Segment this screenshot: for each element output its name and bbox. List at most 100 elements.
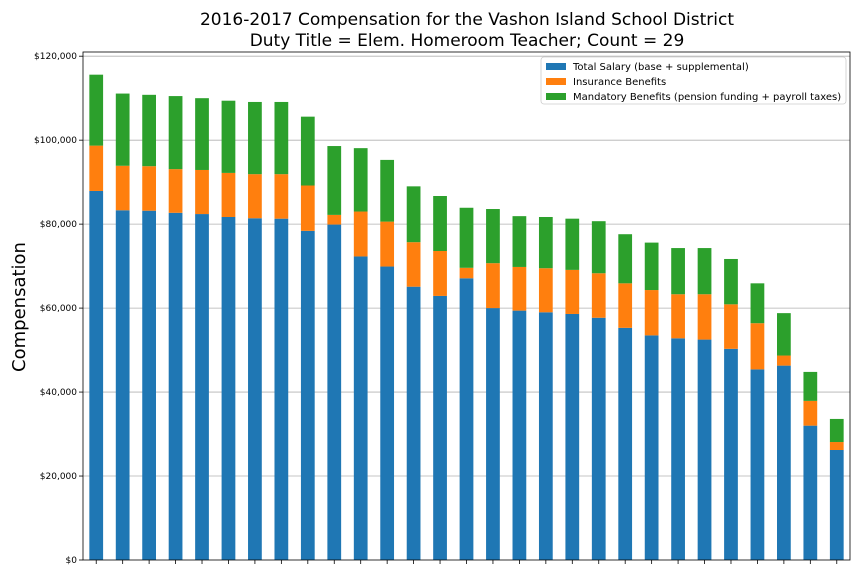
legend-swatch: [546, 78, 566, 85]
bar-segment-series-1: [671, 294, 685, 339]
bar-segment-series-2: [459, 207, 474, 268]
y-tick-label: $60,000: [40, 304, 77, 314]
bar-segment-series-1: [565, 269, 580, 314]
legend-swatch: [546, 63, 566, 70]
bar-segment-series-1: [89, 145, 104, 191]
bar-segment-series-1: [618, 283, 633, 328]
bar-segment-series-0: [142, 210, 156, 561]
y-tick-label: $40,000: [40, 388, 77, 398]
bar-segment-series-0: [406, 286, 421, 560]
bar-segment-series-2: [618, 234, 633, 284]
bar-segment-series-0: [565, 313, 580, 560]
bar-segment-series-0: [89, 190, 104, 561]
y-tick-label: $100,000: [34, 136, 77, 146]
bar-segment-series-2: [327, 146, 342, 215]
bar-segment-series-0: [671, 338, 685, 560]
bar-segment-series-0: [221, 216, 236, 560]
bar-segment-series-1: [777, 355, 791, 366]
bars: [89, 74, 844, 561]
plot-frame: [82, 51, 851, 561]
bar-segment-series-0: [724, 348, 738, 560]
bar-segment-series-1: [221, 172, 236, 217]
bar-segment-series-2: [353, 148, 368, 212]
y-tick-label: $0: [66, 556, 78, 566]
bar-segment-series-0: [300, 230, 315, 560]
bar-segment-series-1: [115, 165, 130, 211]
bar-segment-series-2: [406, 186, 421, 243]
bar-segment-series-2: [486, 209, 500, 264]
bar-segment-series-1: [168, 169, 183, 213]
bar-segment-series-2: [168, 96, 183, 170]
bar-segment-series-1: [486, 263, 500, 309]
bar-segment-series-0: [618, 327, 633, 560]
bar-segment-series-2: [829, 418, 844, 443]
bar-segment-series-0: [777, 365, 791, 560]
bar-segment-series-2: [750, 283, 765, 324]
bar-segment-series-1: [142, 166, 156, 211]
bar-segment-series-1: [195, 169, 209, 215]
bar-segment-series-1: [353, 211, 368, 257]
bar-segment-series-0: [168, 212, 183, 560]
bar-segment-series-0: [248, 218, 262, 560]
bar-segment-series-1: [512, 266, 527, 311]
chart-subtitle: Duty Title = Elem. Homeroom Teacher; Cou…: [250, 31, 685, 51]
bar-segment-series-1: [433, 251, 447, 296]
bar-segment-series-2: [300, 116, 315, 186]
y-axis-label: Compensation: [9, 242, 30, 372]
bar-segment-series-0: [459, 278, 474, 560]
bar-segment-series-0: [750, 369, 765, 560]
bar-segment-series-1: [697, 294, 712, 340]
bar-segment-series-2: [777, 313, 791, 356]
bar-segment-series-2: [591, 221, 606, 274]
bar-segment-series-1: [459, 267, 474, 279]
bar-segment-series-2: [274, 101, 289, 175]
legend-entry: Insurance Benefits: [573, 77, 666, 88]
bar-segment-series-1: [724, 304, 738, 349]
chart-title: 2016-2017 Compensation for the Vashon Is…: [200, 10, 734, 30]
bar-segment-series-1: [406, 242, 421, 287]
bar-segment-series-1: [803, 400, 818, 426]
legend-swatch: [546, 93, 566, 100]
bar-segment-series-1: [274, 174, 289, 219]
bar-segment-series-0: [115, 210, 130, 560]
y-tick-label: $120,000: [34, 52, 77, 62]
bar-segment-series-2: [803, 371, 818, 401]
bar-segment-series-0: [803, 425, 818, 560]
bar-segment-series-1: [591, 273, 606, 318]
legend-entry: Mandatory Benefits (pension funding + pa…: [573, 92, 841, 103]
bar-segment-series-2: [89, 74, 104, 146]
axes: $0 $20,000 $40,000 $60,000 $80,000 $100,000 $1…: [34, 51, 851, 566]
bar-segment-series-2: [221, 100, 236, 173]
legend: Total Salary (base + supplemental) Insura…: [540, 56, 847, 105]
bar-segment-series-2: [671, 248, 685, 295]
bar-segment-series-0: [274, 218, 289, 560]
bar-segment-series-1: [829, 442, 844, 451]
bar-segment-series-1: [380, 221, 395, 267]
bar-segment-series-2: [433, 196, 447, 252]
bar-segment-series-0: [353, 256, 368, 560]
bar-segment-series-0: [433, 295, 447, 560]
y-tick-label: $80,000: [40, 220, 77, 230]
bar-segment-series-2: [512, 216, 527, 267]
y-tick-label: $20,000: [40, 472, 77, 482]
bar-segment-series-2: [248, 101, 262, 175]
bar-segment-series-0: [380, 266, 395, 560]
bar-segment-series-2: [644, 242, 659, 291]
bar-segment-series-0: [829, 450, 844, 560]
bar-segment-series-1: [300, 185, 315, 231]
bar-segment-series-2: [565, 218, 580, 270]
bar-segment-series-1: [538, 268, 553, 313]
bar-segment-series-2: [538, 216, 553, 269]
bar-segment-series-1: [248, 174, 262, 219]
bar-segment-series-0: [512, 310, 527, 560]
bar-segment-series-0: [538, 312, 553, 560]
bar-segment-series-2: [142, 94, 156, 167]
bar-segment-series-2: [115, 93, 130, 166]
bar-segment-series-0: [486, 308, 500, 560]
bar-segment-series-0: [195, 214, 209, 560]
bar-segment-series-2: [724, 258, 738, 305]
bar-segment-series-2: [697, 248, 712, 295]
bar-segment-series-1: [644, 290, 659, 336]
bar-segment-series-0: [644, 335, 659, 560]
